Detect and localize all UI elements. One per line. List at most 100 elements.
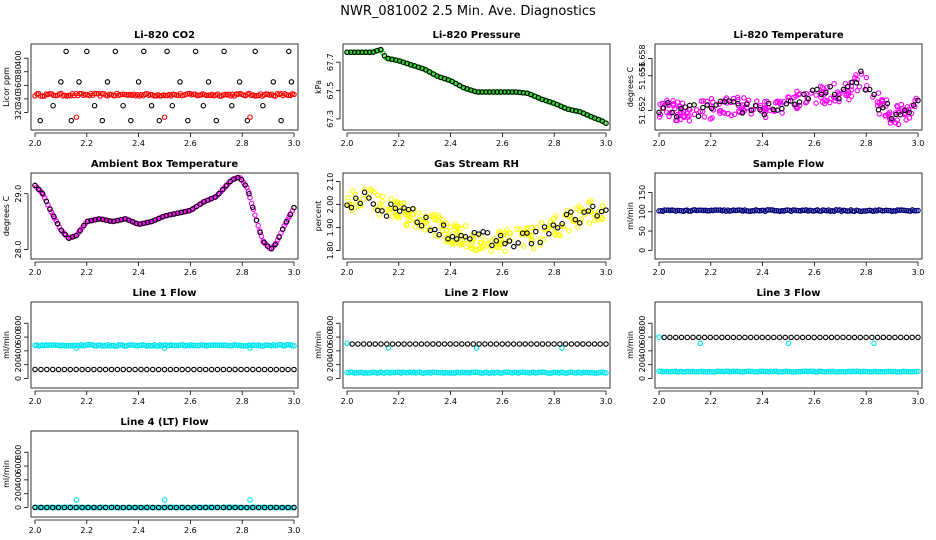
plot-frame [30,43,299,131]
x-tick-label: 2.6 [808,139,821,148]
point-black-circles [226,366,233,373]
point-black-circles [559,220,565,227]
point-black-circles [91,366,97,373]
point-black-circles [149,366,156,373]
point-black-circles [603,120,609,126]
point-cyan-band [519,369,525,376]
point-yellow-noise [473,247,480,254]
point-black-circles [761,111,768,118]
point-magenta-noise [894,103,900,109]
point-yellow-noise [470,235,477,241]
x-tick-label: 3.0 [600,268,613,277]
point-cyan-dips [344,340,350,347]
point-cyan-band [252,504,258,511]
point-cyan-band [52,342,59,348]
point-black-circles [744,101,750,107]
point-cyan-band [259,504,266,510]
point-cyan-band [885,368,891,375]
point-black-circles [232,504,238,511]
point-dark-blue-band [861,208,867,214]
point-black-circles [242,182,248,188]
point-cyan-band [400,369,406,376]
point-cyan-band [723,368,729,375]
point-black-circles [261,366,268,373]
point-black-circles [226,504,233,511]
point-black-circles [99,117,106,124]
point-cyan-band [676,368,683,375]
point-black-circles [796,99,803,105]
point-cyan-band [833,369,839,375]
point-black-circles [682,104,689,110]
y-tick-label: 100 [638,204,647,219]
point-black-circles [120,102,126,109]
y-tick-label: 600 [326,329,335,344]
point-black-circles [489,242,495,249]
point-black-circles [869,334,875,341]
point-black-circles [765,334,771,341]
point-dark-blue-band [857,208,863,215]
point-black-circles [148,102,155,109]
point-black-circles [229,102,235,109]
point-black-circles [191,366,197,373]
point-cyan-band [188,504,195,511]
x-tick-label: 2.6 [184,139,197,148]
point-magenta-noise [779,110,785,116]
point-cyan-band [435,369,442,376]
point-black-circles [79,504,85,511]
point-black-circles [36,186,42,193]
point-black-circles [667,334,673,341]
point-black-circles [441,341,448,347]
point-black-circles [522,341,528,347]
point-cyan-band [235,504,241,511]
point-magenta-noise [912,97,918,104]
point-cyan-band [909,368,916,375]
x-tick-label: 2.4 [756,268,769,277]
point-black-circles [32,182,38,189]
point-cyan-band [816,368,822,374]
point-black-circles [590,203,596,210]
panel-line4: Line 4 (LT) Flow ml/min 2.0 2.2 2.4 2.6 2.8 3.0… [2,417,300,535]
point-black-circles [76,79,82,85]
point-black-circles [260,102,266,109]
point-black-circles [363,49,369,56]
point-cyan-band [63,504,70,511]
point-black-circles [704,102,711,108]
point-black-circles [392,205,399,212]
point-magenta-noise [822,97,828,103]
point-black-circles [906,109,912,116]
point-dark-blue-band [764,207,770,213]
point-cyan-band [877,369,884,375]
x-tick-label: 2.2 [704,397,717,406]
x-tick-label: 3.0 [288,526,301,535]
point-yellow-noise [556,231,562,238]
point-black-circles [197,504,203,511]
point-yellow-noise [530,245,537,251]
point-magenta-noise [793,93,799,99]
point-black-circles [270,79,277,85]
point-magenta-noise [831,80,837,87]
y-tick-label: 67.3 [326,110,335,128]
point-black-circles [276,234,282,240]
x-tick-label: 2.2 [704,139,717,148]
point-cyan-band [727,369,733,375]
point-black-circles [85,504,91,511]
point-cyan-band [702,369,709,375]
point-yellow-noise [517,226,523,233]
point-magenta-curve [252,212,258,218]
y-tick-label: 400 [14,472,23,487]
point-black-circles [232,366,238,373]
point-cyan-band [183,504,189,511]
point-black-circles [811,334,817,341]
point-cyan-band [388,369,395,376]
point-cyan-band [160,342,167,348]
point-cyan-band [147,504,154,511]
point-black-circles [753,334,760,341]
point-black-circles [520,90,527,96]
panel-line2: Line 2 Flow ml/min 2.0 2.2 2.4 2.6 2.8 3.0 0 2004… [314,288,612,406]
point-cyan-band [281,504,288,511]
point-black-circles [44,504,50,511]
point-black-circles [696,334,702,341]
point-black-circles [511,243,517,250]
point-black-circles [84,218,91,225]
point-magenta-noise [663,109,670,115]
